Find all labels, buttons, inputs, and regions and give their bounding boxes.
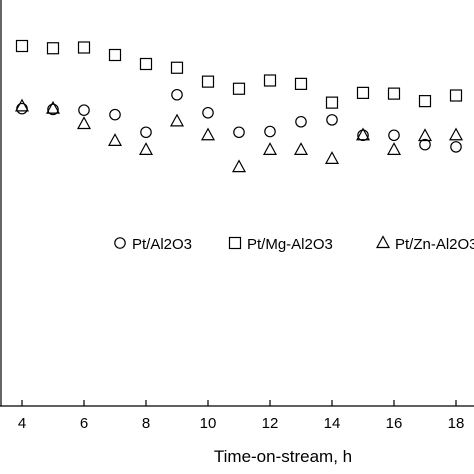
series-square [15,39,463,109]
x-tick-label: 12 [262,415,279,432]
data-point-circle [388,129,400,142]
data-point-square [139,57,153,71]
data-point-circle [109,108,121,121]
x-axis [0,0,474,407]
legend-marker-square [228,236,242,250]
data-point-circle [233,126,245,139]
x-tick-label: 6 [80,415,88,432]
data-point-triangle [417,128,433,142]
x-tick-label: 16 [386,415,403,432]
data-point-square [325,96,339,109]
data-point-square [77,41,91,54]
legend-label: Pt/Zn-Al2O3 [395,236,474,253]
data-point-square [46,42,60,55]
data-point-triangle [448,127,464,141]
data-point-circle [16,102,28,115]
data-point-square [263,74,277,87]
data-point-square [418,95,432,108]
data-point-circle [171,88,183,101]
data-point-circle [357,129,369,142]
plot-area [14,39,464,173]
data-point-triangle [355,127,371,141]
data-point-triangle [386,142,402,155]
data-point-square [15,39,29,53]
data-point-triangle [324,151,340,164]
data-point-triangle [200,127,216,141]
data-point-triangle [293,142,309,155]
data-point-triangle [45,100,61,114]
legend-marker-circle [114,237,126,249]
data-point-circle [202,106,214,119]
data-point-circle [140,126,152,139]
data-point-circle [326,114,338,126]
legend: Pt/Al2O3 Pt/Mg-Al2O3 Pt/Zn-Al2O3 [114,235,474,253]
data-point-circle [47,103,59,116]
series-circle [16,88,462,153]
data-point-triangle [14,98,30,112]
data-point-triangle [169,113,185,127]
data-point-circle [419,138,431,151]
data-point-circle [450,141,462,153]
legend-label: Pt/Al2O3 [132,236,192,253]
x-axis-label: Time-on-stream, h [214,447,352,466]
data-point-triangle [231,159,247,173]
legend-marker-triangle [375,235,391,249]
data-point-triangle [138,142,154,155]
data-point-square [232,82,246,95]
data-point-square [201,75,215,88]
data-point-square [170,61,184,74]
data-point-square [449,89,463,102]
data-point-square [387,87,401,100]
x-tick-label: 4 [18,415,26,432]
series-triangle [14,98,464,173]
data-point-square [294,77,308,90]
x-tick-label: 8 [142,415,150,432]
data-point-square [108,48,122,62]
x-ticks: 4 6 8 10 12 14 16 18 [18,400,465,432]
data-point-triangle [76,116,92,130]
data-point-triangle [107,133,123,146]
data-point-circle [78,104,90,116]
x-tick-label: 10 [200,415,217,432]
x-tick-label: 14 [324,415,341,432]
data-point-circle [264,125,276,138]
data-point-square [356,86,370,99]
data-point-triangle [262,142,278,155]
data-point-circle [295,115,307,128]
x-tick-label: 18 [448,415,465,432]
legend-label: Pt/Mg-Al2O3 [247,236,333,253]
